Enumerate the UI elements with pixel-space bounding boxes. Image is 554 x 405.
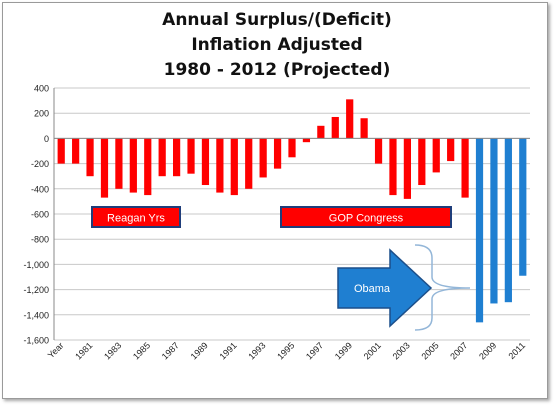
chart-title-line-2: Inflation Adjusted <box>191 35 363 55</box>
bar-2007 <box>447 138 455 162</box>
bar-2000 <box>346 99 354 139</box>
obama-arrow <box>337 248 433 328</box>
bar-2008 <box>461 138 469 198</box>
y-tick-label: 400 <box>34 84 49 94</box>
bars <box>57 99 527 323</box>
bar-1989 <box>187 138 195 174</box>
bar-1980 <box>57 138 65 164</box>
bar-2002 <box>374 138 383 164</box>
bar-1991 <box>216 138 224 193</box>
gop-congress-label: GOP Congress <box>329 213 404 225</box>
x-tick-label: 1995 <box>275 340 296 361</box>
x-tick-label: 2003 <box>391 340 412 361</box>
bar-1997 <box>302 138 311 143</box>
annotations: Reagan Yrs GOP Congress Obama <box>91 206 471 331</box>
x-tick-labels: Year 1981 1983 1985 1987 1989 1991 1993 1995 1997… <box>46 340 528 361</box>
bar-2009 <box>475 138 484 323</box>
bar-1983 <box>100 138 109 198</box>
bar-1982 <box>86 138 94 177</box>
bar-1984 <box>115 138 123 189</box>
obama-label: Obama <box>354 283 391 295</box>
y-tick-label: -1,000 <box>23 260 49 270</box>
y-tick-label: -400 <box>31 184 49 194</box>
y-tick-label: 200 <box>34 109 49 119</box>
x-tick-label: 1983 <box>102 340 123 361</box>
bar-2004 <box>403 138 411 199</box>
bar-1992 <box>230 138 238 196</box>
reagan-box <box>91 206 181 228</box>
x-tick-label: 1991 <box>217 340 238 361</box>
bar-2006 <box>432 138 440 173</box>
bar-2005 <box>418 138 426 186</box>
x-tick-label: 1989 <box>189 340 210 361</box>
reagan-label: Reagan Yrs <box>107 213 165 225</box>
x-tick-label: 2011 <box>506 340 527 361</box>
y-tick-labels: 400 200 0 -200 -400 -600 -800 -1,000 -1,200 -1,40… <box>23 84 49 346</box>
gop-congress-box <box>280 206 452 228</box>
bar-1986 <box>144 138 152 196</box>
bar-1987 <box>158 138 166 177</box>
bar-1988 <box>173 138 181 177</box>
bar-1994 <box>259 138 267 178</box>
y-tick-label: -200 <box>31 159 49 169</box>
bar-2010 <box>490 138 498 304</box>
x-tick-label: 1993 <box>246 340 267 361</box>
axes <box>53 88 530 340</box>
y-tick-label: -600 <box>31 210 49 220</box>
y-tick-label: -800 <box>31 235 49 245</box>
x-tick-label: 2005 <box>419 340 440 361</box>
bar-2001 <box>360 118 368 139</box>
bar-2003 <box>389 138 397 196</box>
bar-1998 <box>317 125 325 139</box>
bar-1995 <box>273 138 282 169</box>
y-tick-label: -1,400 <box>23 310 49 320</box>
x-tick-label: 2007 <box>448 340 469 361</box>
bar-1981 <box>72 138 80 164</box>
chart-title: Annual Surplus/(Deficit) Inflation Adjus… <box>0 8 554 83</box>
chart-frame <box>2 2 548 399</box>
x-tick-label: 2001 <box>362 340 383 361</box>
chart-title-line-3: 1980 - 2012 (Projected) <box>163 60 391 80</box>
bar-1993 <box>245 138 253 189</box>
x-tick-label: 1985 <box>131 340 152 361</box>
x-tick-label: 1981 <box>73 340 94 361</box>
y-tick-label: 0 <box>44 134 49 144</box>
bar-2012 <box>519 138 527 276</box>
x-tick-label: 1997 <box>304 340 325 361</box>
x-tick-label: 1999 <box>333 340 354 361</box>
bar-1999 <box>331 116 339 139</box>
y-tick-label: -1,600 <box>23 336 49 346</box>
bar-1985 <box>129 138 137 193</box>
y-tick-label: -1,200 <box>23 285 49 295</box>
x-tick-label: 2009 <box>477 340 498 361</box>
bar-1990 <box>201 138 210 186</box>
obama-bracket <box>414 244 471 331</box>
bar-1996 <box>288 138 296 158</box>
chart-title-line-1: Annual Surplus/(Deficit) <box>162 10 392 30</box>
bar-2011 <box>504 138 512 303</box>
x-tick-label: 1987 <box>160 340 181 361</box>
